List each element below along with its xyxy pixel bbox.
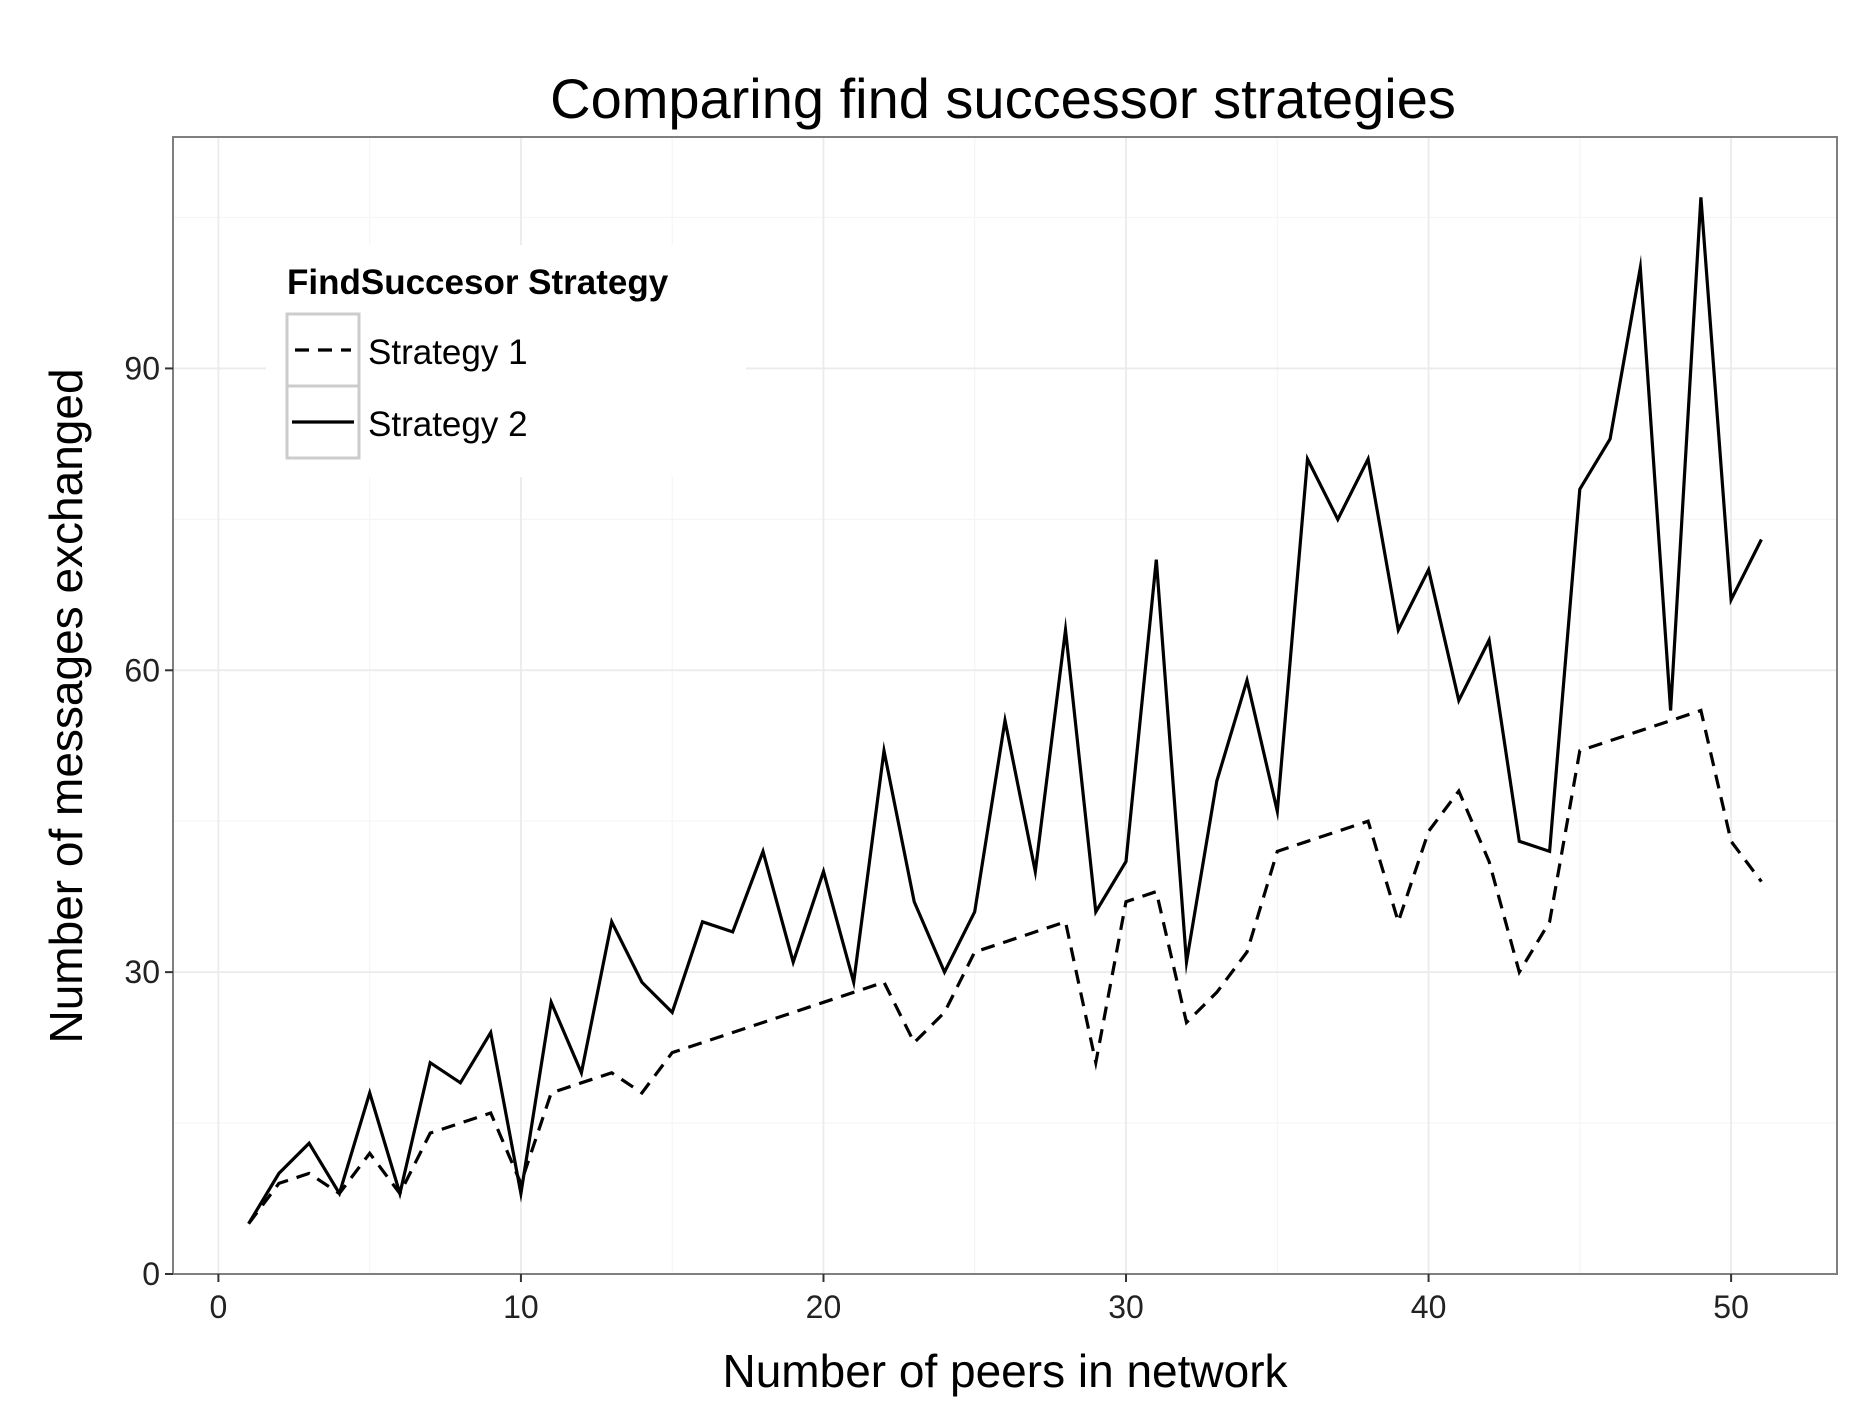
x-tick-label: 0 bbox=[209, 1289, 227, 1325]
x-tick-label: 10 bbox=[503, 1289, 539, 1325]
series-line-strategy-2 bbox=[247, 197, 1763, 1225]
legend-title: FindSuccesor Strategy bbox=[287, 263, 669, 302]
plot-panel-border bbox=[172, 136, 1838, 1275]
y-tick-label: 0 bbox=[142, 1256, 160, 1292]
x-tick-label: 50 bbox=[1713, 1289, 1749, 1325]
y-tick-label: 90 bbox=[124, 350, 160, 386]
legend-label-strategy-1: Strategy 1 bbox=[368, 333, 528, 372]
axis-ticks: 0 10 20 30 40 50 0 30 60 90 bbox=[124, 350, 1748, 1325]
x-tick-label: 30 bbox=[1108, 1289, 1144, 1325]
y-tick-label: 30 bbox=[124, 954, 160, 990]
y-tick-label: 60 bbox=[124, 652, 160, 688]
series-line-strategy-1 bbox=[247, 708, 1763, 1225]
legend: FindSuccesor Strategy Strategy 1 Strateg… bbox=[266, 245, 746, 477]
x-tick-label: 40 bbox=[1411, 1289, 1447, 1325]
chart-title: Comparing find successor strategies bbox=[550, 67, 1456, 130]
y-axis-title: Number of messages exchanged bbox=[40, 368, 92, 1043]
x-axis-title: Number of peers in network bbox=[722, 1345, 1288, 1397]
legend-label-strategy-2: Strategy 2 bbox=[368, 405, 528, 444]
x-tick-label: 20 bbox=[806, 1289, 842, 1325]
series-lines bbox=[247, 197, 1763, 1225]
